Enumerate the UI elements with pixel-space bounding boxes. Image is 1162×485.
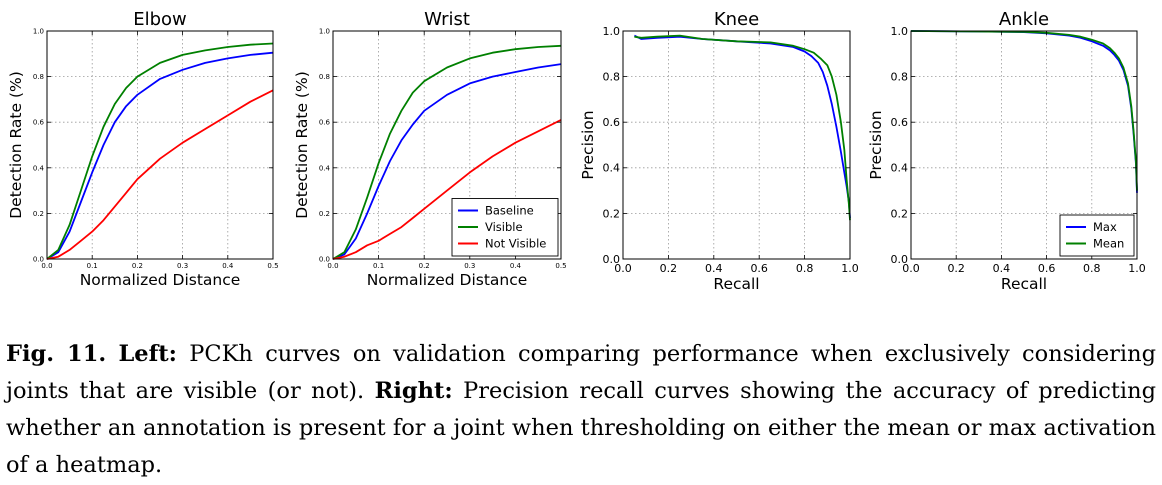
x-tick-label: 0.5 [555, 262, 566, 270]
chart-title: Wrist [424, 9, 470, 30]
x-tick-label: 0.4 [510, 262, 522, 270]
legend-label: Visible [485, 220, 523, 234]
legend-label: Max [1093, 220, 1117, 234]
y-tick-label: 0.0 [603, 253, 621, 266]
series-line-not-visible [46, 89, 274, 260]
x-tick-label: 0.1 [87, 262, 98, 270]
caption-right-text: Precision recall curves showing the accu… [6, 378, 1156, 478]
chart-panel-knee: 0.0 0.2 0.4 0.6 0.8 1.0 0.0 0.2 0.4 0.6 0.8 1.0 Knee… [579, 9, 859, 293]
figure-canvas: 0.0 0.1 0.2 0.3 0.4 0.5 0.0 0.2 0.4 0.6 0.8 1.0 Elbo… [7, 9, 1146, 293]
x-tick-label: 0.3 [177, 262, 188, 270]
y-tick-label: 0.2 [319, 210, 330, 218]
x-tick-label: 0.3 [464, 262, 475, 270]
x-tick-label: 0.1 [373, 262, 384, 270]
y-tick-label: 0.6 [33, 119, 45, 127]
y-tick-label: 0.2 [33, 210, 44, 218]
series-line-mean [910, 30, 1138, 191]
chart-title: Elbow [133, 9, 187, 30]
x-tick-label: 0.4 [705, 262, 723, 275]
caption-left-text: PCKh curves on validation comparing perf… [6, 341, 1157, 404]
y-tick-label: 0.2 [603, 207, 621, 220]
x-axis-label: Normalized Distance [367, 271, 528, 289]
chart-panel-elbow: 0.0 0.1 0.2 0.3 0.4 0.5 0.0 0.2 0.4 0.6 0.8 1.0 Elbo… [7, 9, 279, 289]
y-tick-label: 0.0 [891, 253, 909, 266]
y-tick-label: 0.2 [891, 207, 909, 220]
y-tick-label: 0.8 [603, 70, 621, 83]
legend: Baseline Visible Not Visible [451, 198, 559, 257]
legend-box [1059, 214, 1135, 257]
figure-caption: Fig. 11. Left: PCKh curves on validation… [6, 336, 1156, 484]
plot-frame [910, 30, 1138, 260]
chart-panel-ankle: 0.0 0.2 0.4 0.6 0.8 1.0 0.0 0.2 0.4 0.6 0.8 1.0 Ankl… [867, 9, 1146, 293]
caption-right-label: Right: [374, 378, 453, 404]
y-tick-label: 1.0 [603, 25, 621, 38]
y-tick-label: 0.0 [319, 255, 330, 263]
y-tick-label: 0.6 [603, 116, 621, 129]
y-tick-label: 0.4 [33, 164, 45, 172]
y-tick-label: 0.8 [33, 73, 44, 81]
x-tick-label: 0.6 [750, 262, 768, 275]
y-tick-label: 0.4 [603, 162, 621, 175]
x-tick-label: 0.0 [902, 262, 920, 275]
y-tick-label: 1.0 [33, 27, 44, 35]
x-axis-label: Recall [713, 275, 759, 293]
x-axis-label: Normalized Distance [80, 271, 241, 289]
x-tick-label: 0.8 [1083, 262, 1101, 275]
x-tick-label: 0.5 [267, 262, 278, 270]
series-line-max [633, 34, 851, 219]
x-tick-label: 0.0 [41, 262, 52, 270]
x-tick-label: 0.4 [222, 262, 234, 270]
x-tick-label: 0.0 [614, 262, 632, 275]
plot-frame [46, 30, 274, 260]
x-tick-label: 0.2 [660, 262, 678, 275]
series-line-not-visible [332, 119, 562, 260]
chart-title: Ankle [999, 9, 1049, 30]
plot-frame [332, 30, 562, 260]
chart-title: Knee [714, 9, 759, 30]
y-axis-label: Detection Rate (%) [7, 71, 25, 219]
caption-fig-label: Fig. 11. [6, 341, 107, 367]
series-line-baseline [46, 51, 274, 260]
series-line-baseline [332, 63, 562, 260]
x-tick-label: 0.2 [132, 262, 143, 270]
series-line-visible [332, 44, 562, 260]
y-tick-label: 0.0 [33, 255, 44, 263]
x-tick-label: 0.6 [1038, 262, 1056, 275]
x-tick-label: 0.8 [796, 262, 814, 275]
x-tick-label: 0.4 [993, 262, 1011, 275]
series-line-visible [46, 42, 274, 260]
y-tick-label: 0.6 [319, 119, 331, 127]
legend-label: Baseline [485, 204, 534, 218]
x-tick-label: 1.0 [841, 262, 859, 275]
y-tick-label: 0.4 [891, 162, 909, 175]
y-axis-label: Precision [579, 110, 597, 179]
series-line-mean [634, 34, 851, 221]
x-tick-label: 0.0 [327, 262, 338, 270]
chart-panel-wrist: 0.0 0.1 0.2 0.3 0.4 0.5 0.0 0.2 0.4 0.6 0.8 1.0 Wris… [293, 9, 567, 289]
x-tick-label: 1.0 [1128, 262, 1146, 275]
y-axis-label: Precision [867, 110, 885, 179]
caption-left-label: Left: [118, 341, 177, 367]
y-tick-label: 0.8 [319, 73, 330, 81]
y-tick-label: 1.0 [891, 25, 909, 38]
legend: Max Mean [1059, 214, 1135, 257]
y-tick-label: 0.6 [891, 116, 909, 129]
y-tick-label: 0.8 [891, 70, 909, 83]
legend-label: Not Visible [485, 237, 546, 251]
x-tick-label: 0.2 [419, 262, 430, 270]
legend-label: Mean [1093, 237, 1124, 251]
plot-frame [622, 30, 851, 260]
x-tick-label: 0.2 [947, 262, 965, 275]
y-tick-label: 1.0 [319, 27, 330, 35]
x-axis-label: Recall [1001, 275, 1047, 293]
y-axis-label: Detection Rate (%) [293, 71, 311, 219]
y-tick-label: 0.4 [319, 164, 331, 172]
series-line-max [910, 30, 1138, 193]
